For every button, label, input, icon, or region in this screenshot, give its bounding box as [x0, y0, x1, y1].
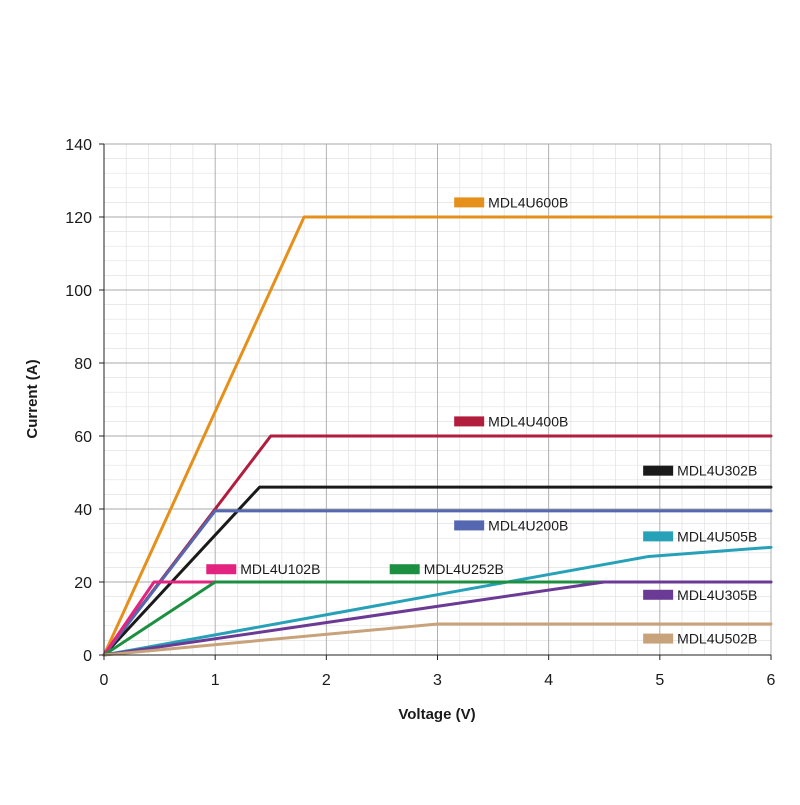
y-tick-label: 140 [65, 137, 92, 154]
legend-label: MDL4U200B [488, 517, 568, 533]
legend-item-mdl4u600b: MDL4U600B [454, 194, 568, 210]
y-tick-label: 0 [83, 648, 92, 665]
legend-label: MDL4U400B [488, 413, 568, 429]
legend-label: MDL4U600B [488, 194, 568, 210]
x-axis-title: Voltage (V) [398, 706, 475, 723]
x-tick-label: 2 [322, 672, 331, 689]
x-tick-label: 0 [100, 672, 109, 689]
legend-swatch [454, 197, 485, 208]
series-line-mdl4u502b [102, 622, 773, 657]
legend-label: MDL4U302B [677, 463, 757, 479]
grid [104, 143, 772, 655]
legend-item-mdl4u505b: MDL4U505B [643, 528, 757, 544]
y-tick-label: 100 [65, 283, 92, 300]
legend-item-mdl4u200b: MDL4U200B [454, 517, 568, 533]
legend-item-mdl4u102b: MDL4U102B [206, 561, 320, 577]
legend-label: MDL4U305B [677, 587, 757, 603]
series-line-mdl4u302b [102, 485, 773, 657]
legend-item-mdl4u305b: MDL4U305B [643, 587, 757, 603]
legend-swatch [454, 416, 485, 427]
x-tick-label: 4 [544, 672, 553, 689]
y-axis-title: Current (A) [24, 359, 41, 438]
series-lines [102, 215, 773, 657]
series-line-mdl4u600b [102, 215, 773, 657]
legend-item-mdl4u252b: MDL4U252B [389, 561, 504, 577]
y-tick-label: 120 [65, 210, 92, 227]
x-tick-label: 3 [433, 672, 442, 689]
legend-swatch [454, 520, 485, 531]
legend-item-mdl4u400b: MDL4U400B [454, 413, 568, 429]
series-line-mdl4u305b [102, 580, 773, 657]
series-line-mdl4u252b [102, 580, 773, 657]
y-tick-label: 60 [74, 429, 92, 446]
legend-swatch [643, 465, 674, 476]
legend-swatch [643, 589, 674, 600]
y-tick-label: 80 [74, 356, 92, 373]
legend-label: MDL4U502B [677, 631, 757, 647]
legend-swatch [206, 564, 237, 575]
x-tick-label: 6 [767, 672, 776, 689]
legend-item-mdl4u502b: MDL4U502B [643, 631, 757, 647]
series-line-mdl4u200b [102, 509, 773, 657]
legend-swatch [643, 531, 674, 542]
legend-label: MDL4U505B [677, 528, 757, 544]
legend: MDL4U600B MDL4U400B MDL4U302B MDL4U200B MDL4… [206, 194, 757, 647]
legend-label: MDL4U252B [424, 561, 504, 577]
series-line-mdl4u505b [102, 545, 773, 657]
legend-swatch [643, 633, 674, 644]
axes [99, 143, 772, 660]
legend-label: MDL4U102B [240, 561, 320, 577]
x-tick-label: 1 [211, 672, 220, 689]
y-tick-label: 40 [74, 502, 92, 519]
x-tick-label: 5 [655, 672, 664, 689]
legend-item-mdl4u302b: MDL4U302B [643, 463, 757, 479]
series-line-mdl4u102b [102, 580, 217, 657]
legend-swatch [389, 564, 420, 575]
y-tick-label: 20 [74, 575, 92, 592]
